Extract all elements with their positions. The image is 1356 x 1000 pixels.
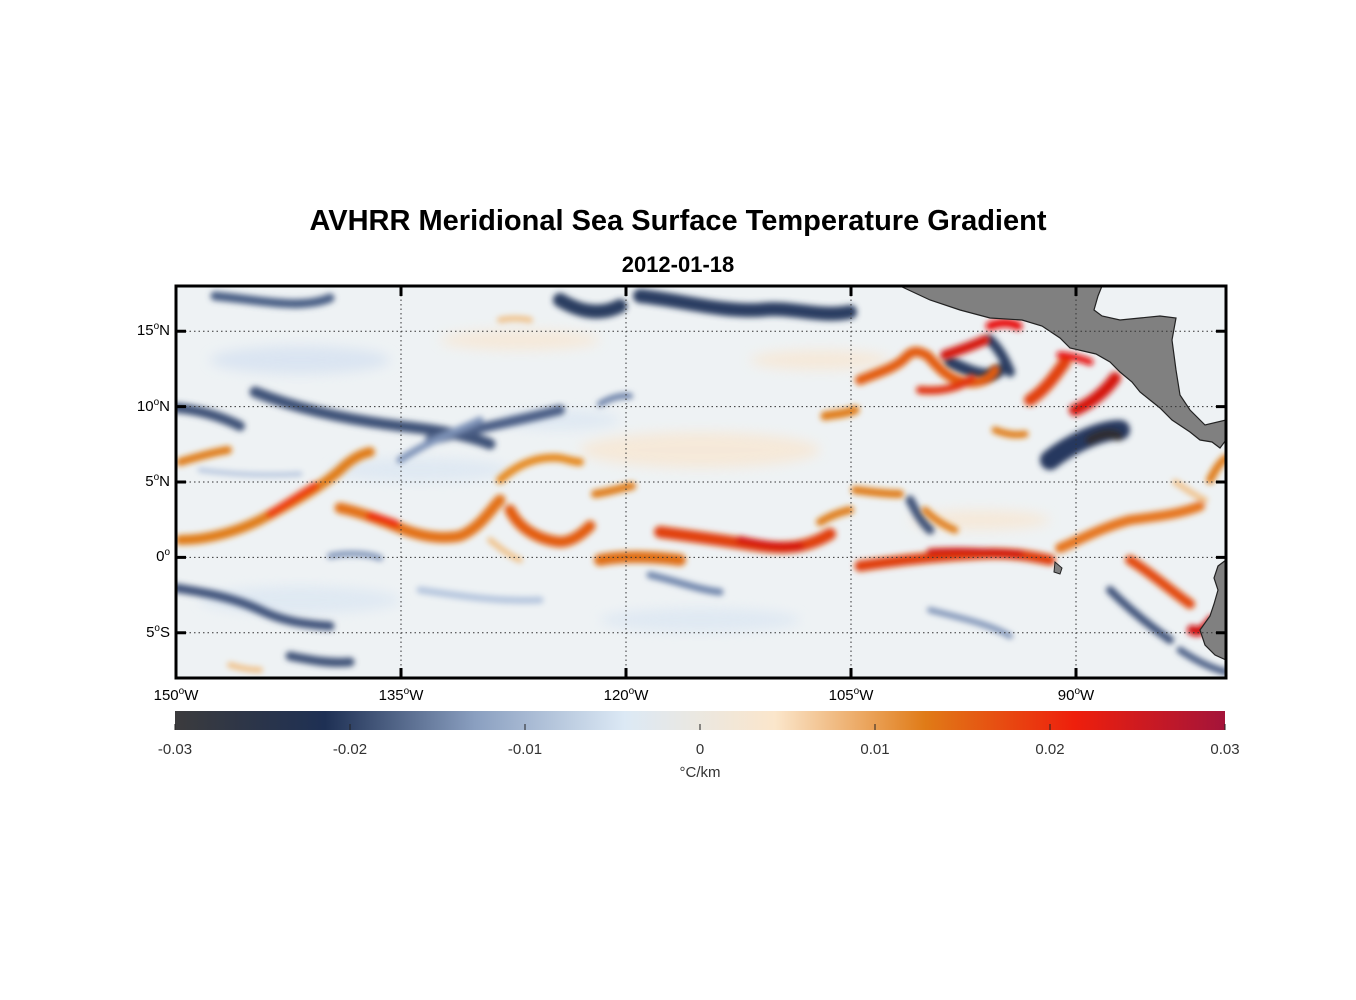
- longitude-degrees: 90: [1057, 687, 1075, 704]
- colorbar-tick-label: 0.01: [860, 741, 890, 758]
- latitude-label: 0o: [110, 547, 170, 565]
- latitude-degrees: 0: [156, 548, 165, 566]
- longitude-hemisphere: W: [1080, 687, 1095, 704]
- land-south-america: [1199, 559, 1226, 661]
- colorbar-tick-label: -0.02: [332, 741, 368, 758]
- longitude-hemisphere: W: [184, 687, 199, 704]
- land-galapagos: [1053, 560, 1063, 575]
- longitude-label: 90oW: [1036, 686, 1116, 704]
- degree-sign: o: [164, 547, 170, 559]
- degree-sign: o: [153, 321, 160, 333]
- degree-sign: o: [153, 472, 160, 483]
- longitude-degrees: 120: [603, 687, 629, 704]
- latitude-label: 5oS: [110, 623, 170, 641]
- chart-title: AVHRR Meridional Sea Surface Temperature…: [309, 205, 1047, 237]
- colorbar-unit-label: °C/km: [679, 764, 721, 781]
- latitude-hemisphere: N: [159, 322, 170, 340]
- degree-sign: o: [1074, 686, 1081, 697]
- degree-sign: o: [853, 686, 860, 697]
- latitude-hemisphere: N: [159, 473, 170, 490]
- gradient-field: [176, 286, 1226, 678]
- longitude-degrees: 135: [378, 687, 404, 704]
- latitude-degrees: 10: [136, 397, 154, 415]
- longitude-hemisphere: W: [634, 687, 649, 704]
- colorbar-tick-label: 0.03: [1210, 741, 1240, 758]
- degree-sign: o: [628, 686, 635, 697]
- latitude-degrees: 5: [146, 623, 155, 641]
- longitude-degrees: 105: [828, 687, 854, 704]
- latitude-degrees: 15: [136, 322, 154, 340]
- latitude-degrees: 5: [145, 473, 154, 490]
- latitude-hemisphere: S: [159, 623, 170, 641]
- longitude-hemisphere: W: [409, 687, 424, 704]
- longitude-label: 150oW: [136, 686, 216, 704]
- colorbar-ticks: [174, 724, 1226, 730]
- colorbar-tick-label: -0.03: [157, 741, 193, 758]
- longitude-degrees: 150: [153, 687, 179, 704]
- degree-sign: o: [154, 622, 160, 634]
- longitude-label: 105oW: [811, 686, 891, 704]
- frame-ticks: [174, 286, 1226, 678]
- degree-sign: o: [403, 686, 410, 697]
- longitude-label: 135oW: [361, 686, 441, 704]
- degree-sign: o: [153, 396, 160, 408]
- degree-sign: o: [178, 686, 185, 697]
- latitude-label: 15oN: [110, 321, 170, 339]
- colorbar-tick-label: 0: [695, 741, 705, 758]
- latitude-label: 5oN: [110, 472, 170, 490]
- latitude-label: 10oN: [110, 397, 170, 415]
- longitude-hemisphere: W: [859, 687, 874, 704]
- colorbar-tick-label: 0.02: [1035, 741, 1065, 758]
- colorbar: [175, 711, 1225, 730]
- longitude-label: 120oW: [586, 686, 666, 704]
- land-central-america: [899, 286, 1226, 449]
- latitude-hemisphere: N: [159, 397, 170, 415]
- colorbar-tick-label: -0.01: [507, 741, 543, 758]
- chart-subtitle: 2012-01-18: [621, 252, 735, 277]
